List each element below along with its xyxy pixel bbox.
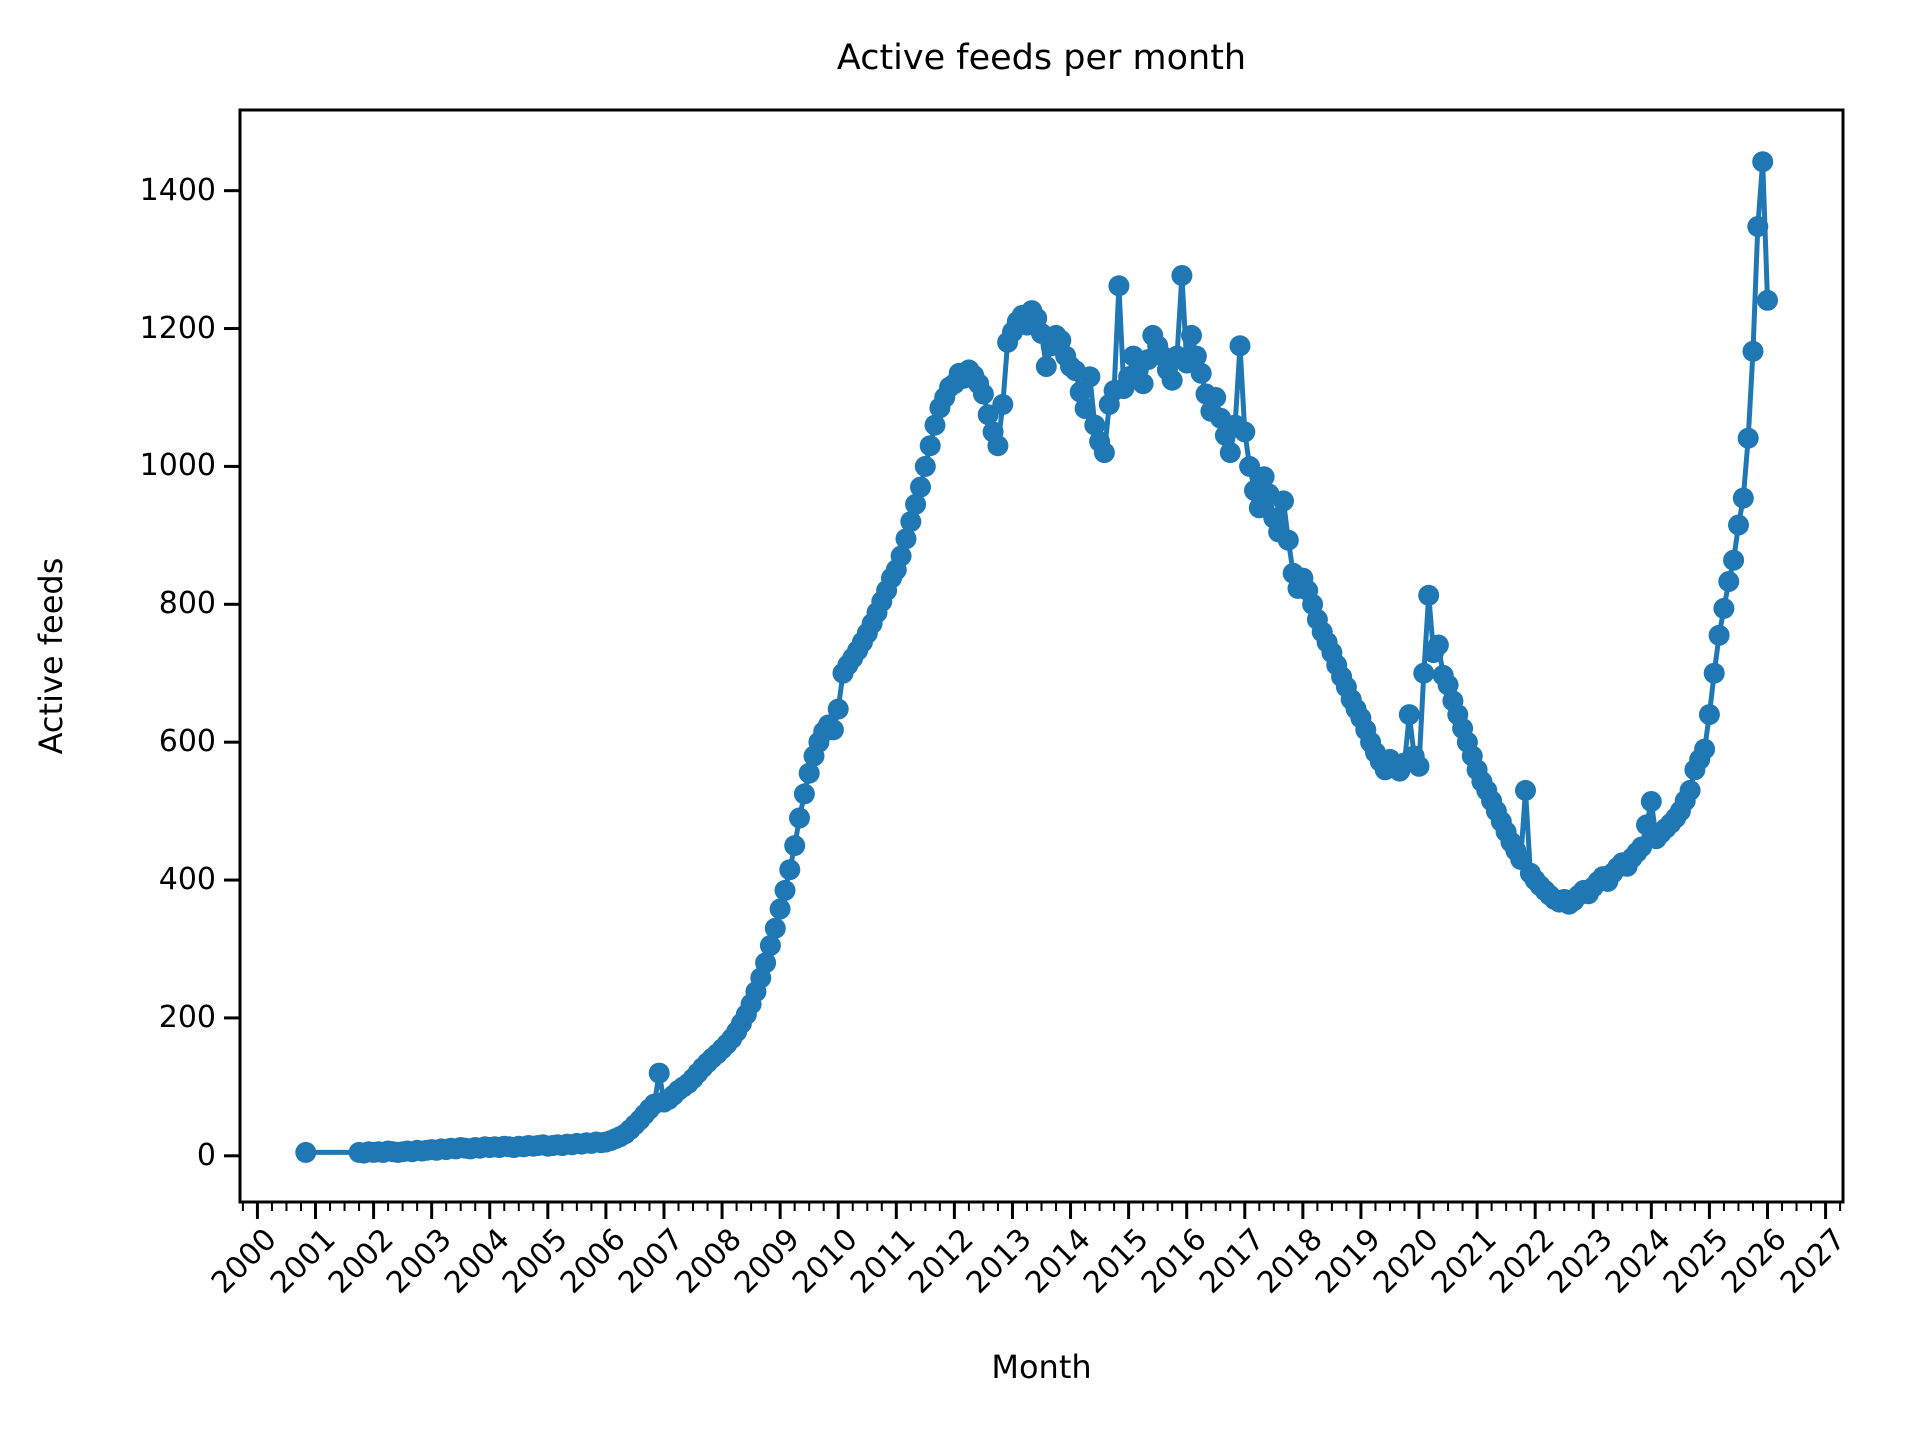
data-marker [1084,414,1106,436]
data-marker [1181,324,1202,346]
data-marker [1408,755,1430,777]
data-marker [1698,704,1720,726]
data-marker [755,952,777,974]
data-marker [905,493,927,515]
data-marker [1718,571,1740,592]
data-marker [919,435,941,457]
data-marker [1694,738,1716,760]
data-marker [1190,362,1212,384]
data-marker [1219,442,1241,464]
data-marker [895,528,917,550]
data-marker [987,435,1009,457]
data-marker [1050,329,1072,351]
y-tick-label: 1400 [139,172,216,208]
y-tick-label: 600 [158,724,216,760]
data-marker [822,719,844,741]
y-tick-label: 1200 [139,310,216,346]
data-marker [827,698,849,720]
data-marker [1229,335,1251,357]
data-marker [992,393,1014,415]
data-marker [1205,387,1227,408]
data-marker [759,935,781,956]
data-marker [1398,704,1420,726]
chart-title: Active feeds per month [836,38,1247,78]
data-marker [1427,634,1449,656]
data-marker [977,404,999,426]
data-marker [1708,624,1730,646]
data-marker [1413,662,1435,684]
data-marker [784,835,806,857]
data-marker [890,545,912,567]
data-marker [789,807,810,829]
data-marker [774,879,796,901]
data-marker [910,476,931,498]
data-marker [1728,514,1749,536]
data-marker [1074,398,1096,419]
y-tick-label: 400 [158,862,216,898]
data-marker [1079,366,1101,388]
data-marker [900,511,922,533]
data-marker [1437,674,1459,696]
data-marker [972,383,994,405]
data-marker [1418,584,1440,606]
data-marker [1069,381,1091,403]
data-marker [1752,151,1774,173]
data-marker [1035,356,1057,377]
y-tick-label: 800 [158,586,216,622]
y-tick-label: 200 [158,999,216,1035]
data-marker [295,1141,317,1163]
data-marker [1515,779,1536,801]
data-marker [779,859,801,881]
data-marker [1742,340,1764,362]
data-marker [769,898,791,920]
data-marker [1239,455,1261,477]
y-axis-label: Active feeds [32,557,70,755]
data-marker [1108,275,1130,297]
y-tick-label: 0 [196,1137,216,1173]
data-marker [798,762,820,784]
data-marker [914,455,936,477]
data-marker [1747,216,1769,237]
data-marker [1713,597,1735,619]
data-marker [764,917,786,939]
data-marker [1161,369,1183,391]
data-marker [1277,529,1299,551]
data-marker [924,414,946,436]
data-marker [1093,442,1115,464]
data-marker [1253,466,1275,488]
data-marker [1703,662,1725,684]
data-marker [1132,373,1154,395]
data-marker [1273,490,1294,512]
data-marker [1185,345,1207,367]
data-marker [1171,265,1193,286]
data-marker [793,783,815,805]
data-marker [648,1062,670,1084]
y-tick-label: 1000 [139,448,216,484]
data-marker [1757,289,1778,311]
data-marker [1732,487,1754,509]
plot-frame [238,108,1845,1204]
x-axis-label: Month [991,1348,1092,1386]
data-marker [1679,779,1701,801]
data-marker [1737,427,1759,449]
data-marker [1723,549,1745,571]
data-marker [1640,791,1662,812]
data-marker [1234,421,1256,443]
